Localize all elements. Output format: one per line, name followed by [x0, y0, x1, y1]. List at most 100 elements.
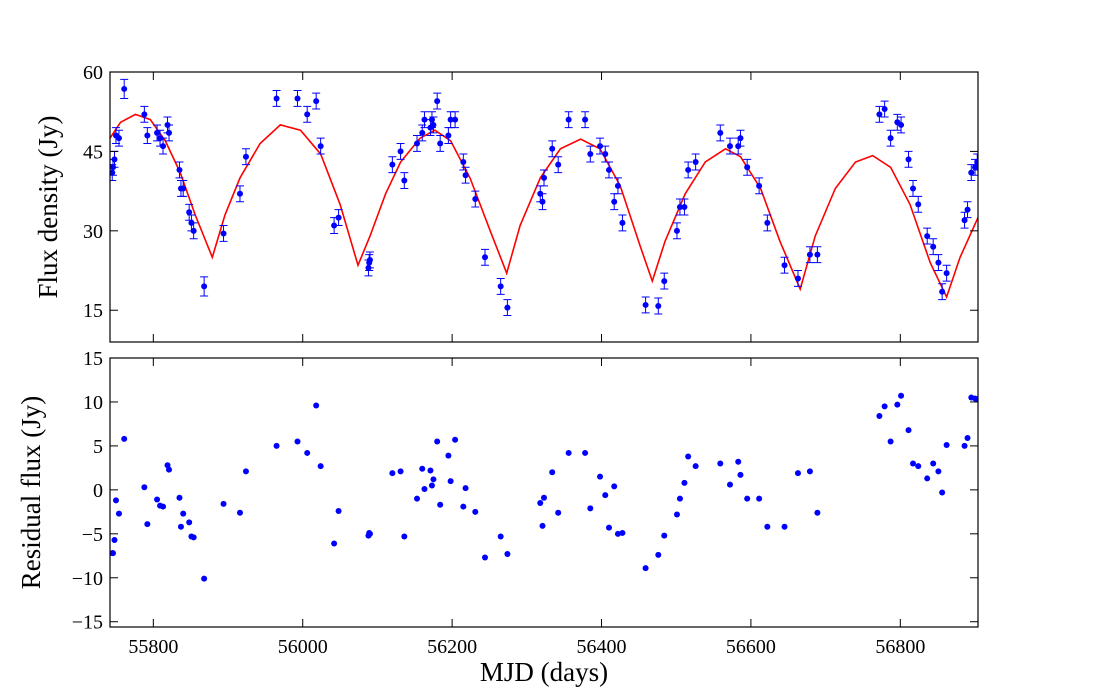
data-point — [201, 283, 208, 290]
data-point — [681, 204, 688, 210]
data-point — [727, 143, 733, 150]
x-tick-label: 56400 — [577, 636, 627, 658]
data-point — [236, 190, 243, 197]
residual-point — [115, 510, 122, 517]
residual-point — [177, 523, 184, 530]
residual-point — [676, 495, 683, 502]
data-point — [447, 116, 454, 123]
residual-point — [331, 540, 338, 547]
residual-point — [681, 479, 688, 486]
data-point — [541, 174, 547, 181]
residual-point — [881, 403, 888, 410]
x-tick-label: 56600 — [726, 636, 776, 658]
data-point — [597, 143, 604, 150]
data-point — [961, 217, 968, 224]
y-tick-label: 0 — [93, 480, 103, 502]
data-point — [166, 129, 173, 136]
residual-point — [110, 550, 116, 557]
residual-point — [201, 575, 208, 582]
data-point — [414, 140, 421, 147]
y-tick-label: −5 — [82, 524, 103, 546]
data-point — [930, 243, 937, 250]
data-point — [582, 116, 589, 123]
data-point — [974, 159, 978, 165]
data-point — [924, 233, 931, 240]
y-tick-label: 45 — [83, 141, 103, 163]
data-point — [180, 185, 187, 192]
residual-point — [541, 494, 547, 501]
residual-point — [421, 485, 428, 492]
residual-point — [472, 508, 479, 515]
residual-point — [462, 485, 469, 492]
residual-point — [605, 524, 612, 531]
data-point — [366, 256, 373, 263]
residual-point — [397, 468, 404, 475]
residual-point — [419, 465, 426, 472]
residual-point — [141, 484, 148, 491]
data-point — [605, 166, 612, 173]
y-tick-label: 15 — [83, 348, 103, 370]
residual-point — [180, 510, 187, 517]
model-curve — [110, 113, 978, 300]
data-point — [242, 153, 249, 160]
axes-frame — [109, 357, 979, 628]
data-point — [445, 132, 452, 139]
data-point — [737, 135, 744, 142]
x-tick-label: 55800 — [128, 636, 178, 658]
data-point — [676, 204, 683, 210]
residual-point — [781, 523, 788, 530]
data-point — [673, 227, 680, 234]
residual-point — [220, 500, 227, 507]
residual-point — [112, 497, 119, 504]
residual-point — [447, 478, 454, 485]
y-axis-label: Flux density (Jy) — [33, 115, 63, 298]
residual-point — [661, 532, 668, 539]
data-point — [220, 230, 227, 237]
residual-point — [935, 468, 942, 475]
residual-point — [445, 452, 452, 459]
residual-point — [154, 496, 161, 503]
residual-point — [539, 522, 546, 529]
x-tick-label: 56800 — [875, 636, 925, 658]
data-point — [943, 270, 950, 277]
data-point — [460, 159, 467, 165]
data-point — [434, 98, 441, 105]
residual-point — [414, 495, 421, 502]
data-point — [335, 214, 342, 221]
data-point — [939, 288, 946, 295]
residual-point — [930, 460, 937, 467]
data-point — [452, 116, 459, 123]
data-point — [744, 164, 751, 171]
data-point — [141, 111, 148, 118]
data-point — [190, 227, 197, 234]
residual-point — [814, 509, 821, 516]
x-tick-label: 56000 — [278, 636, 328, 658]
residual-point — [111, 536, 118, 543]
y-tick-label: −10 — [72, 568, 103, 590]
residual-point — [430, 476, 437, 483]
residual-point — [121, 435, 128, 442]
data-point — [692, 159, 699, 165]
residual-point — [685, 453, 692, 460]
residual-point — [242, 468, 249, 475]
data-point — [294, 95, 301, 102]
data-point — [160, 143, 167, 150]
residual-point — [655, 551, 662, 558]
residual-point — [497, 533, 504, 540]
residual-point — [317, 463, 324, 470]
data-point — [273, 95, 280, 102]
data-point — [331, 222, 338, 229]
data-point — [781, 262, 788, 269]
data-point — [968, 169, 975, 176]
data-point — [304, 111, 311, 118]
residual-point — [602, 492, 609, 499]
data-point — [555, 161, 562, 168]
data-point — [587, 151, 594, 158]
residual-point — [389, 470, 396, 477]
data-point — [462, 172, 469, 179]
residual-point — [366, 530, 373, 537]
data-point — [481, 254, 488, 261]
data-point — [964, 206, 971, 213]
residual-point — [504, 551, 511, 558]
data-point — [313, 98, 320, 105]
